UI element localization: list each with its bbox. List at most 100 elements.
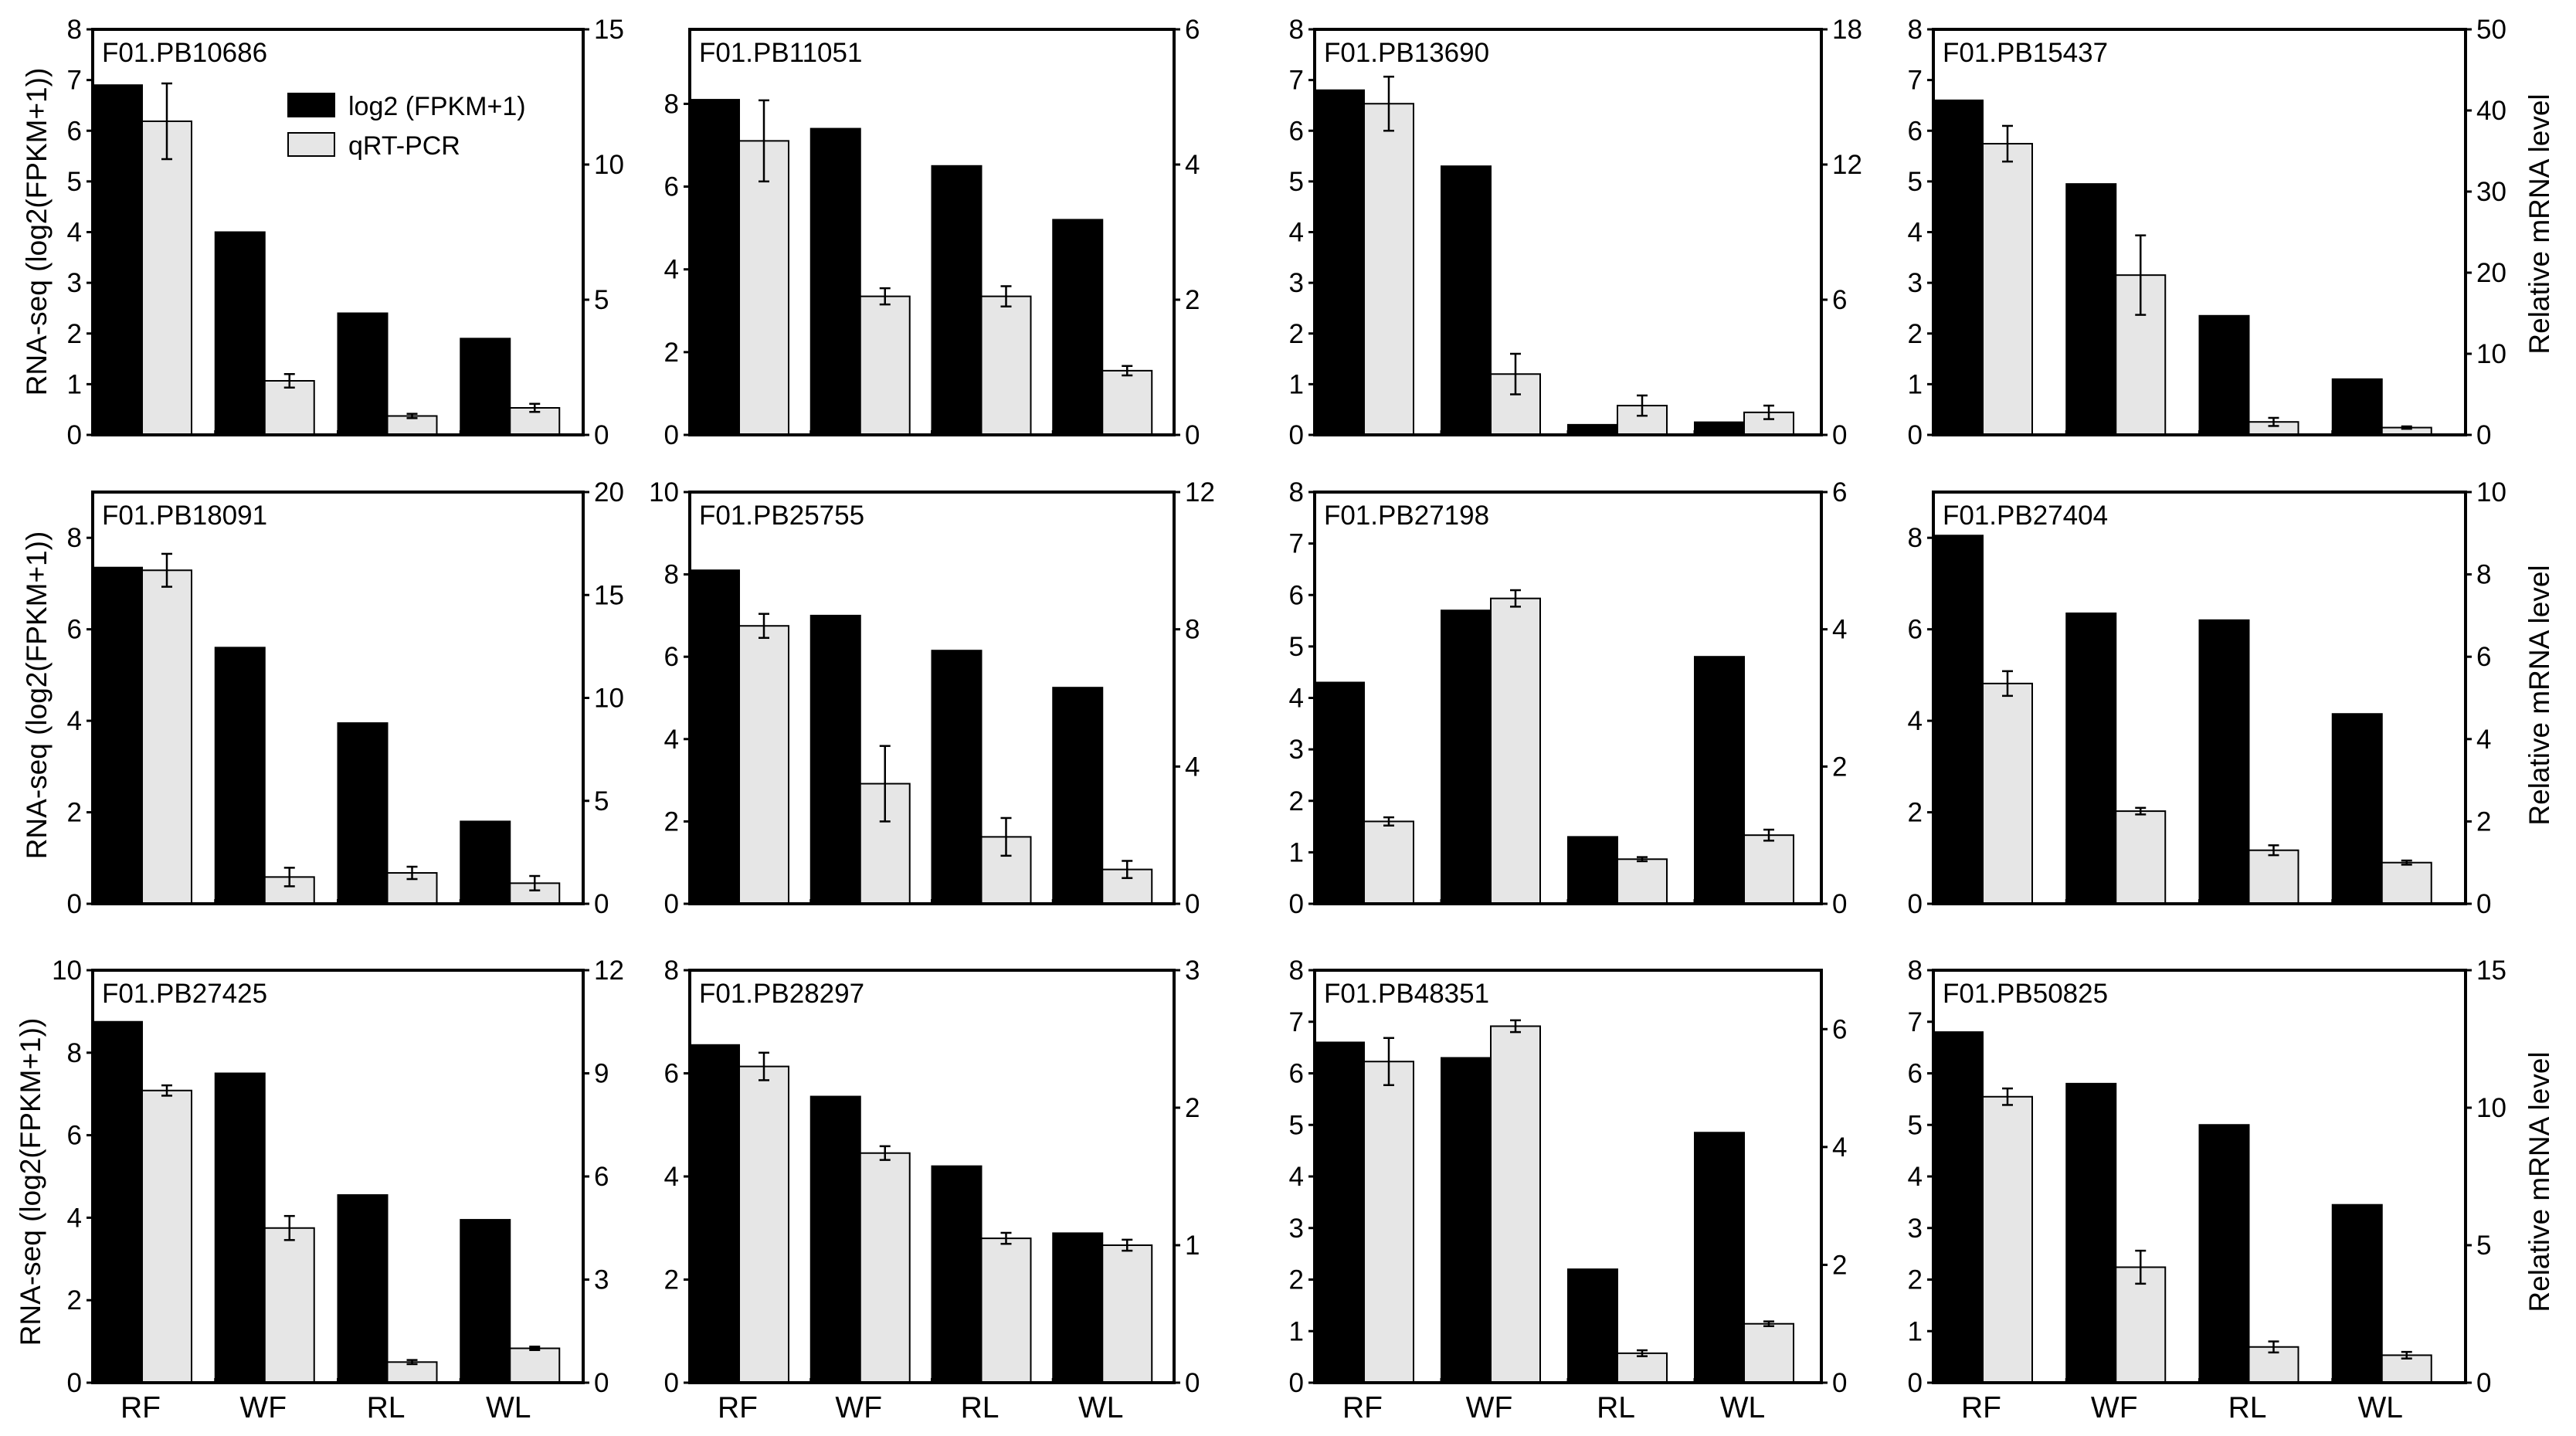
- right-tick-label: 4: [1832, 615, 1847, 645]
- bar-qrtpcr-WF: [1490, 1025, 1541, 1383]
- right-axis-label-row-3: Relative mRNA level: [2523, 1051, 2555, 1312]
- bar-qrtpcr-RF: [141, 569, 192, 905]
- right-tick-label: 15: [594, 580, 624, 610]
- category-label-WL: WL: [486, 1391, 531, 1424]
- right-tick-label: 0: [594, 889, 609, 919]
- left-tick-label: 3: [1289, 735, 1304, 765]
- bar-qrtpcr-RF: [1982, 143, 2033, 436]
- right-tick-label: 8: [1185, 615, 1200, 645]
- bar-log2fpkm-RL: [2198, 1124, 2250, 1383]
- right-tick-label: 2: [1185, 1093, 1200, 1123]
- left-tick-label: 6: [67, 615, 82, 645]
- left-tick-label: 8: [67, 523, 82, 553]
- bar-log2fpkm-RL: [1567, 1268, 1618, 1384]
- right-tick-label: 15: [2476, 956, 2506, 986]
- bar-log2fpkm-RL: [931, 650, 983, 905]
- panel-title: F01.PB48351: [1324, 979, 1489, 1009]
- right-tick-label: 10: [594, 684, 624, 714]
- left-tick-label: 6: [664, 1059, 679, 1089]
- chart-panel-11: RF WF RL WL 0 1 2 3 4 5 6 7 8 0 2 4 6 F01.PB48351: [1289, 956, 1848, 1424]
- bar-log2fpkm-WF: [2065, 612, 2117, 905]
- plot-frame: [688, 491, 1176, 905]
- right-tick-label: 9: [594, 1059, 609, 1089]
- bar-log2fpkm-WL: [1052, 219, 1104, 436]
- plot-frame: [688, 28, 1176, 436]
- left-tick-label: 4: [664, 255, 679, 285]
- chart-panel-5: 0 2 4 6 8 0 5 10 15 20 F01.PB18091: [67, 477, 624, 919]
- category-label-WL: WL: [1078, 1391, 1124, 1424]
- bar-log2fpkm-WL: [2331, 1203, 2383, 1384]
- chart-panel-8: 0 2 4 6 8 0 2 4 6 8 10 F01.PB27404: [1908, 477, 2506, 919]
- bar-qrtpcr-RF: [1982, 1095, 2033, 1383]
- bar-qrtpcr-WL: [2381, 1354, 2432, 1384]
- left-tick-label: 5: [1289, 632, 1304, 662]
- left-tick-label: 2: [1908, 798, 1923, 828]
- category-label-RL: RL: [367, 1391, 406, 1424]
- right-tick-label: 0: [594, 1368, 609, 1398]
- right-tick-label: 40: [2476, 96, 2506, 126]
- bar-qrtpcr-RL: [386, 1361, 438, 1384]
- bar-qrtpcr-RF: [141, 1089, 192, 1383]
- right-tick-label: 12: [594, 956, 624, 986]
- left-tick-label: 2: [1289, 786, 1304, 816]
- left-tick-label: 5: [1908, 167, 1923, 197]
- bar-log2fpkm-WF: [214, 647, 266, 905]
- left-tick-label: 0: [67, 420, 82, 450]
- left-tick-label: 4: [1908, 706, 1923, 736]
- right-tick-label: 12: [1832, 150, 1862, 180]
- left-tick-label: 7: [1289, 529, 1304, 559]
- bar-log2fpkm-RF: [1933, 1031, 1984, 1383]
- category-label-RF: RF: [120, 1391, 161, 1424]
- right-tick-label: 0: [1185, 889, 1200, 919]
- right-tick-label: 18: [1832, 15, 1862, 45]
- bar-qrtpcr-RF: [1982, 682, 2033, 905]
- panel-title: F01.PB11051: [699, 38, 862, 68]
- left-tick-label: 6: [67, 116, 82, 146]
- category-label-WF: WF: [239, 1391, 287, 1424]
- left-tick-label: 10: [52, 956, 82, 986]
- right-tick-label: 0: [594, 420, 609, 450]
- left-tick-label: 0: [67, 1368, 82, 1398]
- category-label-RF: RF: [1342, 1391, 1383, 1424]
- bar-qrtpcr-WF: [2115, 810, 2167, 905]
- left-tick-label: 4: [1289, 1162, 1304, 1192]
- left-tick-label: 7: [1289, 66, 1304, 96]
- category-label-WL: WL: [2358, 1391, 2404, 1424]
- right-tick-label: 10: [594, 150, 624, 180]
- category-label-RL: RL: [2228, 1391, 2267, 1424]
- right-tick-label: 3: [1185, 956, 1200, 986]
- bar-log2fpkm-RL: [931, 165, 983, 436]
- bar-qrtpcr-RF: [1363, 820, 1414, 905]
- bar-log2fpkm-RL: [1567, 836, 1618, 905]
- bar-log2fpkm-RF: [92, 84, 143, 436]
- left-tick-label: 8: [1289, 15, 1304, 45]
- chart-panel-1: 0 1 2 3 4 5 6 7 8 0 5 10 15 F01.PB10686: [67, 15, 624, 450]
- bar-qrtpcr-RF: [141, 121, 192, 436]
- panel-title: F01.PB18091: [102, 501, 267, 531]
- left-tick-label: 8: [664, 89, 679, 119]
- right-tick-label: 4: [2476, 725, 2491, 755]
- bar-log2fpkm-RF: [689, 99, 740, 436]
- bar-log2fpkm-WL: [460, 820, 511, 905]
- right-tick-label: 5: [2476, 1231, 2491, 1261]
- bar-log2fpkm-RF: [1933, 99, 1984, 436]
- panel-title: F01.PB27198: [1324, 501, 1489, 531]
- bar-log2fpkm-WF: [1441, 165, 1492, 436]
- right-tick-label: 5: [594, 786, 609, 816]
- bar-qrtpcr-WL: [1101, 1244, 1153, 1383]
- panels: 012345678051015F01.PB10686024680246F01.P…: [52, 15, 2506, 1424]
- right-tick-label: 50: [2476, 15, 2506, 45]
- bar-log2fpkm-WF: [809, 127, 861, 436]
- left-tick-label: 0: [664, 889, 679, 919]
- left-tick-label: 2: [67, 319, 82, 349]
- left-tick-label: 2: [664, 1265, 679, 1295]
- left-tick-label: 4: [1908, 218, 1923, 248]
- bar-qrtpcr-RL: [1617, 858, 1668, 905]
- right-tick-label: 0: [1832, 420, 1847, 450]
- right-tick-label: 0: [1185, 1368, 1200, 1398]
- plot-frame: [1932, 491, 2467, 905]
- right-tick-label: 2: [1832, 752, 1847, 782]
- bar-qrtpcr-RL: [980, 295, 1032, 436]
- bar-log2fpkm-WF: [214, 1072, 266, 1383]
